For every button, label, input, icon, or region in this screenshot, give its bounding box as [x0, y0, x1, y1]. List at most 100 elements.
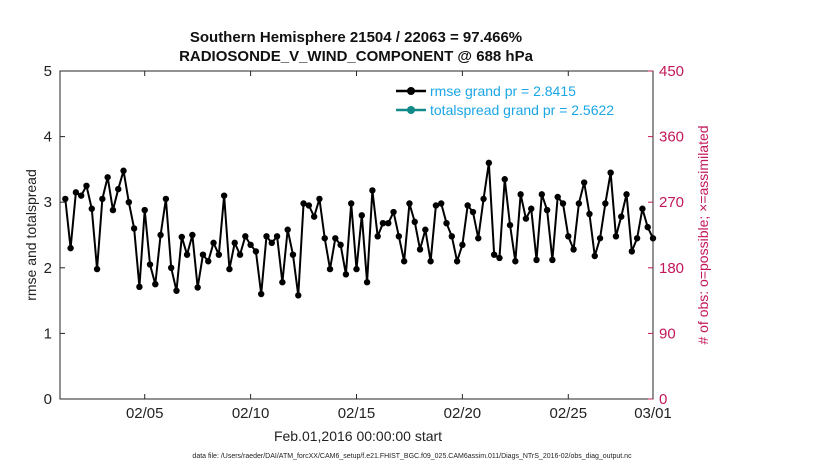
plot-area — [59, 70, 654, 400]
rmse-point — [580, 179, 588, 186]
rmse-point — [390, 208, 397, 216]
x-tick-label: 02/20 — [444, 405, 482, 422]
rmse-point — [358, 212, 365, 219]
rmse-point — [316, 195, 323, 203]
rmse-point — [136, 283, 143, 291]
y-tick-label: 3 — [44, 194, 52, 211]
y-tick-label: 1 — [44, 325, 52, 342]
rmse-point — [348, 200, 355, 207]
rmse-point — [247, 241, 254, 249]
rmse-point — [432, 202, 440, 209]
rmse-point — [295, 292, 302, 299]
rmse-point — [88, 205, 95, 212]
rmse-point — [618, 213, 625, 220]
rmse-point — [242, 233, 249, 240]
rmse-point — [268, 239, 275, 247]
rmse-point — [120, 167, 127, 174]
y-tick-label: 0 — [44, 391, 52, 408]
rmse-point — [257, 290, 265, 298]
rmse-point — [438, 200, 445, 207]
y-right-tick-label: 90 — [659, 325, 676, 342]
y-axis-right: 0 90 180 270 360 450 — [648, 63, 684, 408]
x-axis: 02/05 02/10 02/15 02/20 02/25 03/01 — [126, 71, 672, 422]
rmse-point — [639, 205, 646, 212]
rmse-point — [332, 235, 339, 242]
rmse-point — [565, 233, 572, 240]
rmse-point — [475, 235, 482, 242]
rmse-point — [125, 199, 133, 206]
x-tick-label: 03/01 — [634, 405, 672, 422]
rmse-point — [284, 226, 291, 233]
y-tick-label: 5 — [44, 63, 52, 80]
rmse-point — [369, 187, 376, 194]
x-tick-label: 02/15 — [338, 405, 376, 422]
rmse-point — [321, 235, 328, 242]
rmse-point — [104, 174, 111, 181]
y-right-tick-label: 450 — [659, 63, 684, 80]
rmse-point — [591, 252, 598, 260]
rmse-point — [141, 206, 148, 214]
rmse-point — [644, 223, 651, 231]
rmse-point — [289, 251, 297, 258]
rmse-point — [300, 200, 307, 207]
rmse-point — [310, 213, 318, 220]
rmse-series — [62, 159, 657, 299]
rmse-point — [83, 182, 90, 189]
rmse-point — [337, 241, 344, 249]
legend-spread-label: totalspread grand pr = 2.5622 — [430, 102, 614, 118]
chart-subtitle: RADIOSONDE_V_WIND_COMPONENT @ 688 hPa — [179, 48, 534, 65]
rmse-point — [501, 176, 508, 183]
rmse-point — [575, 200, 583, 207]
rmse-point — [152, 281, 159, 288]
rmse-point — [236, 251, 244, 258]
rmse-point — [167, 264, 175, 271]
rmse-point — [549, 256, 556, 264]
rmse-point — [326, 265, 334, 273]
rmse-point — [602, 200, 609, 207]
x-axis-label: Feb.01,2016 00:00:00 start — [274, 428, 442, 444]
y-right-tick-label: 360 — [659, 129, 684, 146]
rmse-point — [194, 284, 201, 291]
x-tick-label: 02/10 — [232, 405, 270, 422]
rmse-point — [173, 287, 180, 294]
rmse-point — [279, 279, 286, 286]
rmse-point — [220, 192, 228, 199]
rmse-point — [305, 202, 313, 209]
rmse-point — [93, 265, 101, 273]
rmse-point — [633, 235, 641, 242]
rmse-point — [596, 235, 604, 242]
rmse-line — [64, 162, 654, 296]
rmse-point — [400, 258, 408, 265]
legend: rmse grand pr = 2.8415 totalspread grand… — [396, 83, 614, 118]
rmse-point — [263, 233, 270, 240]
rmse-point — [570, 246, 577, 253]
rmse-point — [183, 251, 191, 258]
y-tick-label: 2 — [44, 260, 52, 277]
rmse-point — [374, 233, 381, 240]
rmse-point — [109, 206, 117, 214]
footer-data-file: data file: /Users/raeder/DAI/ATM_forcXX/… — [192, 453, 632, 460]
rmse-point — [342, 271, 350, 278]
y-right-tick-label: 270 — [659, 194, 684, 211]
y-axis-left: 0 1 2 3 4 5 — [44, 63, 65, 408]
rmse-point — [411, 218, 418, 226]
rmse-point — [130, 225, 138, 232]
rmse-point — [62, 195, 69, 203]
rmse-point — [448, 233, 456, 240]
rmse-point — [273, 233, 281, 240]
y-tick-label: 4 — [44, 129, 52, 146]
rmse-point — [586, 210, 593, 218]
rmse-point — [554, 193, 561, 201]
rmse-point — [162, 195, 170, 203]
rmse-point — [178, 233, 185, 241]
legend-spread-marker — [407, 106, 415, 114]
rmse-point — [67, 244, 74, 252]
rmse-point — [464, 202, 471, 209]
rmse-point — [528, 205, 535, 212]
x-tick-label: 02/25 — [550, 405, 588, 422]
rmse-point — [157, 231, 164, 239]
rmse-point — [115, 185, 122, 193]
rmse-point — [459, 241, 466, 249]
rmse-point — [543, 206, 551, 214]
